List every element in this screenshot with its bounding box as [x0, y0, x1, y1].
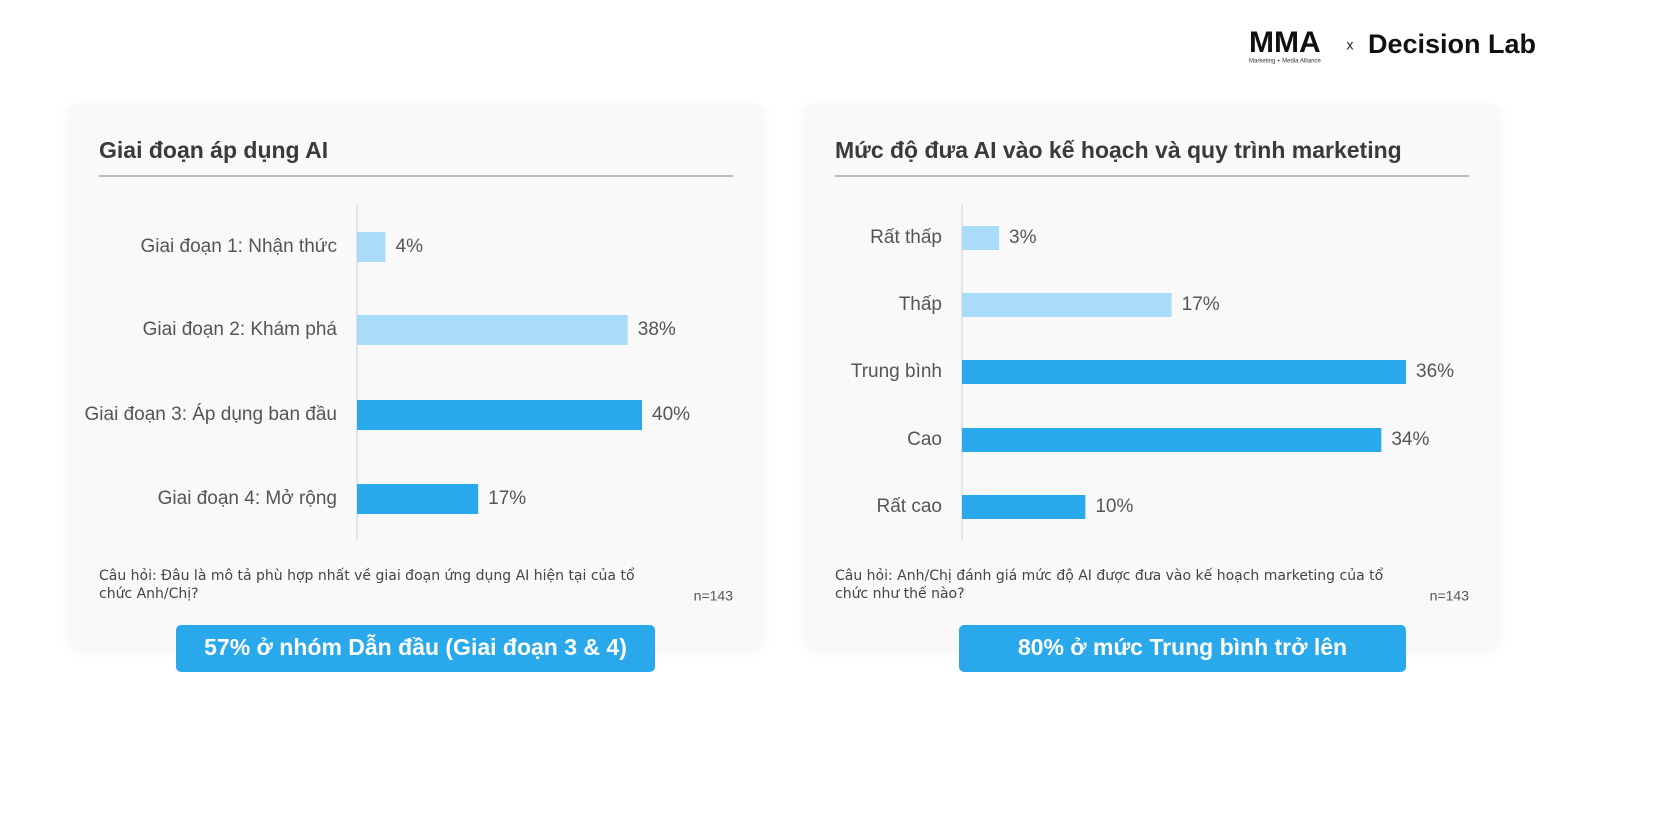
- logo-decision-lab: Decision Lab: [1368, 29, 1536, 59]
- value-label: 17%: [488, 488, 526, 509]
- note-box: Câu hỏi: Đâu là mô tả phù hợp nhất về gi…: [99, 568, 635, 602]
- category-label: Giai đoạn 1: Nhận thức: [140, 236, 337, 257]
- category-label: Trung bình: [851, 361, 942, 382]
- callout-box: [959, 625, 1406, 672]
- value-label: 10%: [1095, 496, 1133, 517]
- chart-title: Giai đoạn áp dụng AI: [99, 137, 328, 163]
- category-label: Thấp: [899, 294, 942, 315]
- bar: [357, 484, 479, 514]
- value-label: 3%: [1009, 227, 1037, 248]
- callout-text: 80% ở mức Trung bình trở lên: [1018, 634, 1347, 660]
- bar: [962, 428, 1382, 452]
- logo-separator: x: [1347, 37, 1354, 53]
- bar: [962, 226, 999, 250]
- bar: [357, 232, 386, 262]
- category-label: Giai đoạn 4: Mở rộng: [158, 488, 337, 509]
- category-label: Rất thấp: [870, 227, 942, 248]
- value-label: 40%: [652, 404, 690, 425]
- category-label: Giai đoạn 3: Áp dụng ban đầu: [85, 404, 337, 425]
- note-box: Câu hỏi: Anh/Chị đánh giá mức độ AI được…: [835, 568, 1384, 602]
- value-label: 34%: [1391, 429, 1429, 450]
- bar: [962, 360, 1406, 384]
- value-label: 4%: [396, 236, 424, 257]
- callout-text: 57% ở nhóm Dẫn đầu (Giai đoạn 3 & 4): [204, 633, 627, 660]
- value-label: 17%: [1182, 294, 1220, 315]
- chart-title: Mức độ đưa AI vào kế hoạch và quy trình …: [835, 137, 1402, 163]
- bar: [962, 495, 1086, 519]
- logo-mma: MMA: [1249, 26, 1321, 59]
- logo-mma-sub: Marketing + Media Alliance: [1249, 59, 1322, 65]
- bar: [357, 315, 628, 345]
- value-label: 36%: [1416, 361, 1454, 382]
- bar: [962, 293, 1172, 317]
- panel: [71, 109, 761, 648]
- sample-size: n=143: [694, 588, 734, 604]
- category-label: Giai đoạn 2: Khám phá: [143, 319, 338, 340]
- category-label: Rất cao: [877, 496, 942, 517]
- sample-size: n=143: [1430, 588, 1470, 604]
- category-label: Cao: [907, 429, 942, 450]
- bar: [357, 400, 642, 430]
- value-label: 38%: [638, 319, 676, 340]
- question-note: Câu hỏi: Anh/Chị đánh giá mức độ AI được…: [835, 568, 1384, 602]
- question-note: Câu hỏi: Đâu là mô tả phù hợp nhất về gi…: [99, 568, 635, 602]
- callout-box: [176, 625, 655, 672]
